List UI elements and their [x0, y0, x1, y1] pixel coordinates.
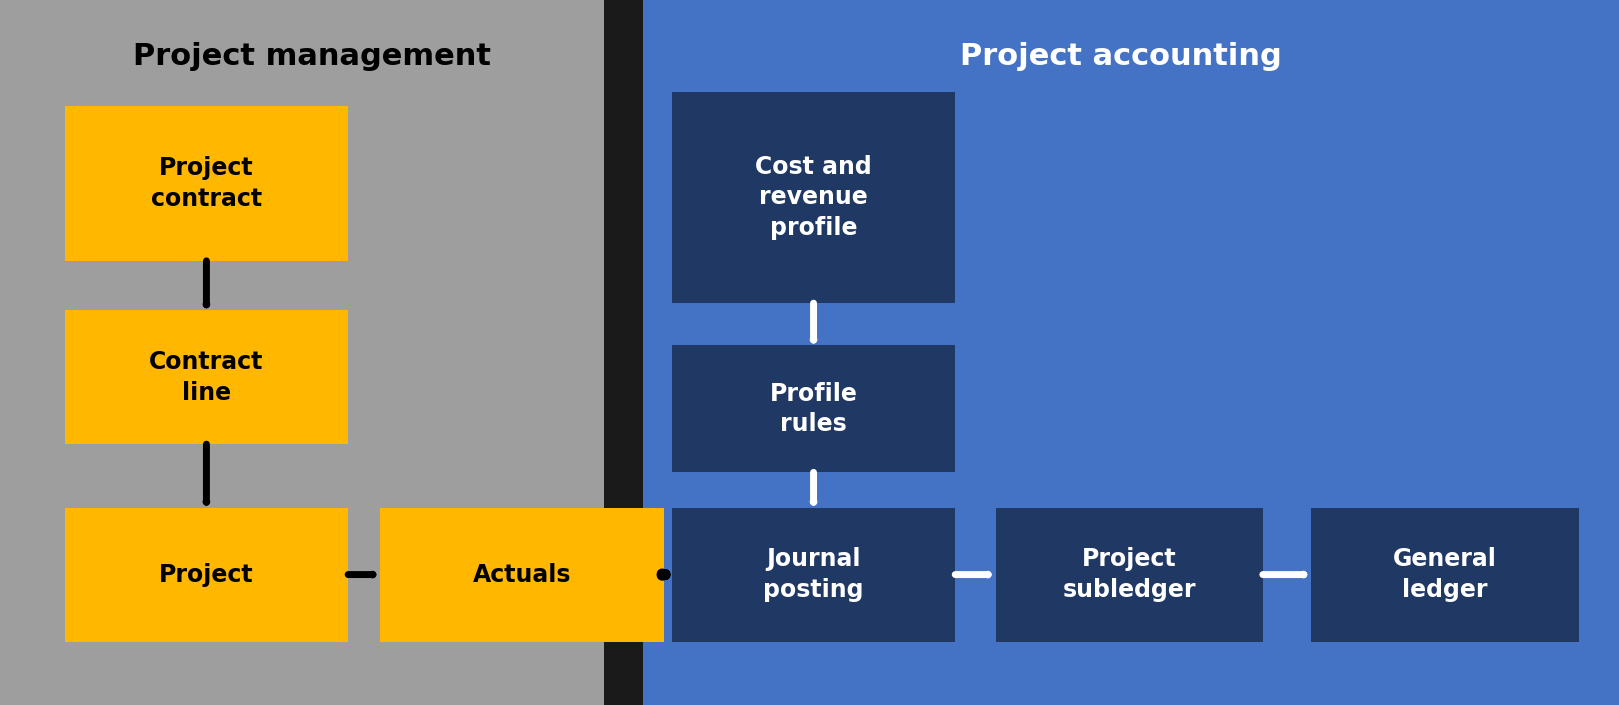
Bar — [65, 508, 348, 642]
Bar — [65, 106, 348, 261]
Bar — [604, 0, 643, 705]
Bar — [996, 508, 1263, 642]
Bar — [65, 310, 348, 444]
Bar — [380, 508, 664, 642]
Bar — [623, 0, 1619, 705]
Text: Journal
posting: Journal posting — [763, 547, 865, 602]
Text: General
ledger: General ledger — [1392, 547, 1498, 602]
Text: Actuals: Actuals — [473, 563, 572, 587]
Text: Profile
rules: Profile rules — [769, 381, 858, 436]
Text: Cost and
revenue
profile: Cost and revenue profile — [754, 155, 873, 240]
Text: Project: Project — [159, 563, 254, 587]
Bar — [672, 92, 955, 303]
Text: Project
subledger: Project subledger — [1062, 547, 1196, 602]
Text: Project accounting: Project accounting — [960, 42, 1282, 71]
Text: Project management: Project management — [133, 42, 491, 71]
Bar — [672, 345, 955, 472]
Text: Contract
line: Contract line — [149, 350, 264, 405]
Bar — [672, 508, 955, 642]
Bar — [1311, 508, 1579, 642]
Text: Project
contract: Project contract — [151, 156, 262, 211]
Bar — [0, 0, 623, 705]
